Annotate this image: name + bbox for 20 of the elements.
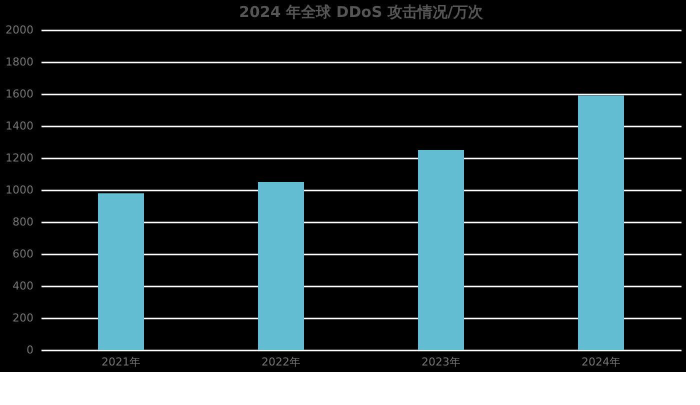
x-tick-label: 2021年 xyxy=(102,356,140,368)
y-tick-label: 800 xyxy=(12,216,34,228)
y-tick-label: 400 xyxy=(12,280,34,292)
y-tick-label: 200 xyxy=(12,312,34,324)
x-tick-label: 2023年 xyxy=(422,356,460,368)
chart-title: 2024 年全球 DDoS 攻击情况/万次 xyxy=(239,3,484,21)
y-tick-label: 1800 xyxy=(6,56,34,68)
x-tick-label: 2024年 xyxy=(582,356,620,368)
y-tick-label: 600 xyxy=(12,248,34,260)
bar xyxy=(418,150,464,350)
bar xyxy=(578,96,624,350)
y-tick-label: 1600 xyxy=(6,88,34,100)
y-tick-label: 1000 xyxy=(6,184,34,196)
bar xyxy=(98,193,144,350)
y-tick-label: 2000 xyxy=(6,24,34,36)
x-tick-label: 2022年 xyxy=(262,356,300,368)
y-tick-label: 0 xyxy=(26,344,34,356)
y-tick-label: 1400 xyxy=(6,120,34,132)
bar xyxy=(258,182,304,350)
y-tick-label: 1200 xyxy=(6,152,34,164)
